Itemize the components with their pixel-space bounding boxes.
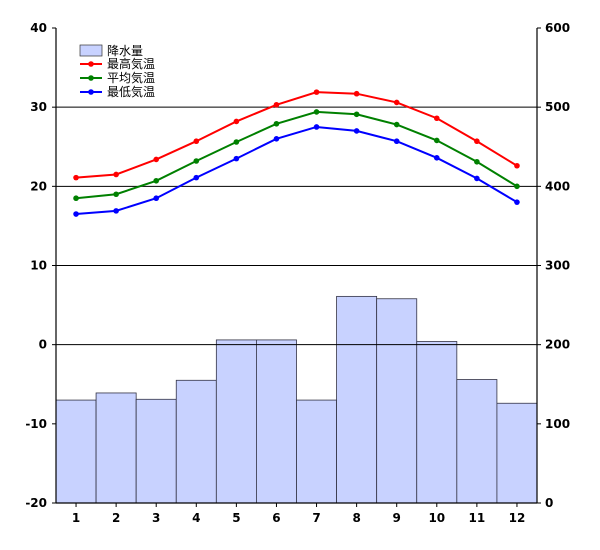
point-max-temp-6 — [273, 101, 280, 108]
point-max-temp-2 — [113, 171, 119, 178]
right-tick-label: 500 — [545, 100, 570, 114]
x-tick-label: 10 — [428, 511, 445, 525]
point-min-temp-9 — [393, 138, 400, 145]
point-avg-temp-1 — [73, 195, 79, 202]
x-tick-label: 3 — [152, 511, 160, 525]
precip-bar-2 — [95, 392, 137, 504]
line-max-temp — [75, 91, 518, 179]
point-avg-temp-9 — [393, 121, 400, 128]
point-min-temp-7 — [313, 124, 320, 130]
right-tick-label: 100 — [545, 417, 570, 431]
point-min-temp-3 — [153, 195, 160, 202]
left-tick-label: -20 — [25, 496, 47, 510]
point-avg-temp-5 — [233, 139, 240, 145]
precip-bar-3 — [135, 398, 177, 504]
point-max-temp-11 — [474, 138, 480, 145]
precip-bar-1 — [55, 399, 97, 504]
x-tick-label: 6 — [272, 511, 280, 525]
legend-marker-max-temp — [88, 61, 94, 67]
x-tick-label: 1 — [72, 511, 80, 525]
x-tick-label: 5 — [232, 511, 240, 525]
point-max-temp-4 — [193, 138, 200, 145]
point-min-temp-12 — [514, 199, 520, 205]
point-min-temp-11 — [474, 175, 480, 182]
point-avg-temp-10 — [433, 137, 440, 144]
point-max-temp-7 — [313, 89, 320, 95]
point-avg-temp-3 — [153, 177, 160, 184]
left-tick-label: 40 — [30, 21, 47, 35]
point-avg-temp-6 — [273, 120, 280, 127]
legend: 降水量 最高気温 平均気温 最低気温 — [79, 44, 155, 99]
precip-bar-4 — [175, 379, 217, 504]
point-min-temp-8 — [353, 128, 360, 134]
left-tick-label: 30 — [30, 100, 47, 114]
x-tick-label: 11 — [469, 511, 486, 525]
left-tick-label: -10 — [25, 417, 47, 431]
precip-bar-9 — [376, 298, 418, 504]
x-tick-label: 8 — [352, 511, 360, 525]
point-avg-temp-2 — [113, 191, 119, 198]
point-max-temp-12 — [514, 162, 520, 169]
x-tick-label: 2 — [112, 511, 120, 525]
legend-marker-avg-temp — [88, 75, 94, 81]
point-min-temp-10 — [433, 155, 440, 161]
legend-label-max-temp: 最高気温 — [107, 56, 155, 71]
right-tick-label: 200 — [545, 338, 570, 352]
point-max-temp-10 — [433, 115, 440, 122]
precip-bar-11 — [456, 379, 498, 504]
legend-label-min-temp: 最低気温 — [107, 84, 155, 99]
legend-label-precipitation: 降水量 — [107, 44, 143, 58]
point-min-temp-2 — [113, 208, 119, 214]
precip-bar-8 — [336, 295, 378, 504]
gridlines — [56, 106, 537, 346]
left-tick-label: 0 — [39, 338, 47, 352]
precip-bar-5 — [215, 339, 257, 504]
point-min-temp-6 — [273, 136, 280, 142]
precip-bar-12 — [496, 402, 538, 504]
right-tick-label: 600 — [545, 21, 570, 35]
x-tick-label: 7 — [312, 511, 320, 525]
point-min-temp-1 — [73, 211, 79, 217]
precip-bar-6 — [256, 339, 297, 504]
point-max-temp-8 — [353, 90, 360, 97]
x-tick-label: 12 — [509, 511, 526, 525]
line-avg-temp — [75, 110, 518, 200]
left-tick-label: 20 — [30, 179, 47, 193]
right-tick-label: 0 — [545, 496, 553, 510]
point-max-temp-3 — [153, 156, 160, 163]
point-avg-temp-4 — [193, 158, 200, 164]
temperature-lines — [73, 89, 520, 217]
legend-marker-min-temp — [88, 89, 94, 95]
point-min-temp-4 — [193, 174, 200, 181]
point-avg-temp-8 — [353, 111, 360, 118]
precipitation-bars — [55, 295, 538, 504]
legend-label-avg-temp: 平均気温 — [107, 70, 155, 85]
left-tick-label: 10 — [30, 259, 47, 273]
point-min-temp-5 — [233, 155, 240, 162]
point-max-temp-1 — [73, 174, 79, 181]
precip-bar-10 — [416, 341, 458, 504]
point-avg-temp-11 — [474, 158, 480, 165]
point-avg-temp-7 — [313, 109, 320, 115]
point-max-temp-5 — [233, 118, 240, 125]
precip-bar-7 — [296, 399, 337, 504]
legend-swatch-precipitation — [79, 44, 103, 57]
point-avg-temp-12 — [514, 183, 520, 190]
x-tick-label: 4 — [192, 511, 200, 525]
line-min-temp — [75, 125, 518, 216]
x-tick-label: 9 — [393, 511, 401, 525]
right-tick-label: 300 — [545, 259, 570, 273]
right-tick-label: 400 — [545, 179, 570, 193]
point-max-temp-9 — [393, 99, 400, 106]
